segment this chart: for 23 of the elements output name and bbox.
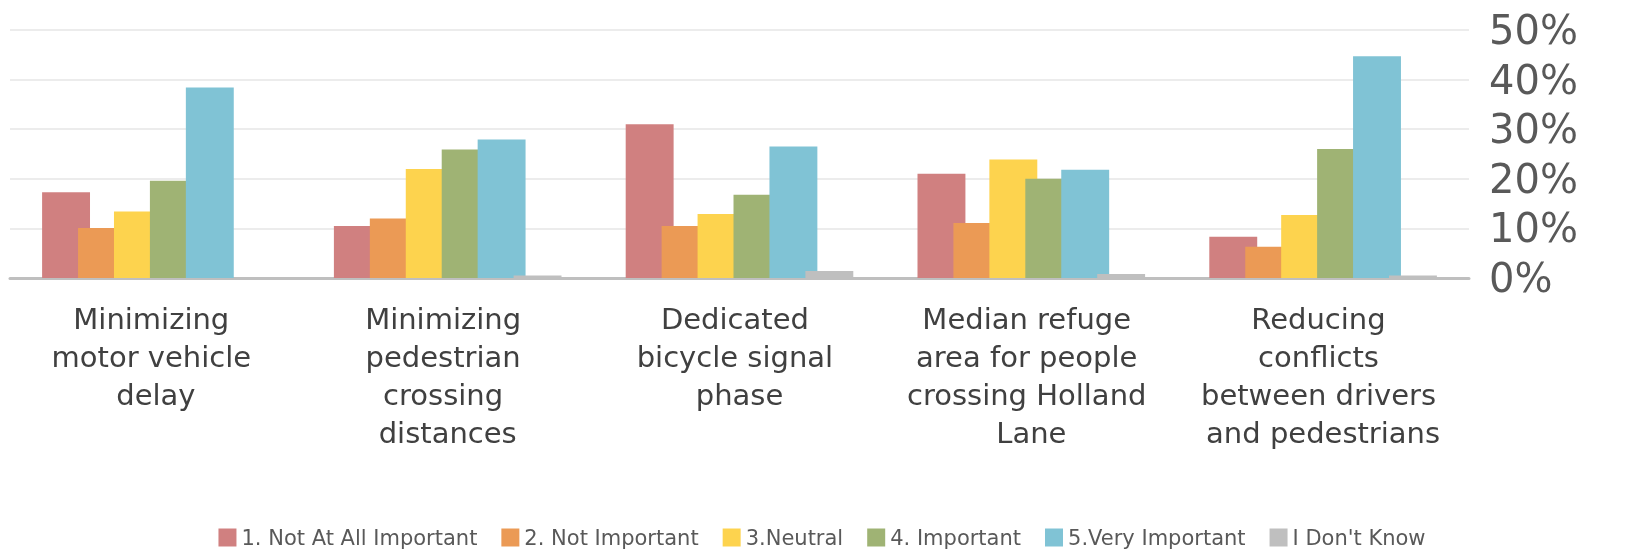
legend-label: I Don't Know bbox=[1292, 525, 1426, 550]
y-tick-label: 0% bbox=[1489, 255, 1553, 301]
y-tick-label: 40% bbox=[1489, 56, 1578, 103]
x-tick-label: Dedicated bicycle signal phase bbox=[636, 302, 843, 412]
bar bbox=[625, 124, 674, 278]
y-tick-label: 20% bbox=[1489, 155, 1578, 202]
x-tick-label: Reducing conflicts between drivers and pedestrians bbox=[1200, 302, 1446, 450]
legend-label: 2. Not Important bbox=[524, 525, 699, 550]
y-tick-label: 10% bbox=[1489, 205, 1578, 252]
legend-label: 1. Not At All Important bbox=[241, 525, 478, 550]
bar bbox=[769, 146, 818, 278]
y-tick-label: 50% bbox=[1489, 7, 1578, 53]
bar bbox=[477, 139, 526, 278]
y-tick-label: 30% bbox=[1489, 106, 1578, 153]
legend-label: 3.Neutral bbox=[745, 525, 844, 550]
legend-label: 5.Very Important bbox=[1068, 525, 1246, 550]
bar bbox=[1061, 169, 1110, 278]
legend-label: 4. Important bbox=[890, 525, 1022, 550]
bar bbox=[1353, 56, 1401, 278]
x-tick-label: Minimizing motor vehicle delay bbox=[51, 302, 261, 412]
x-tick-label: Minimizing pedestrian crossing distances bbox=[365, 302, 531, 450]
x-tick-label: Median refuge area for people crossing Holland Lane bbox=[906, 302, 1156, 450]
bar bbox=[185, 87, 234, 278]
